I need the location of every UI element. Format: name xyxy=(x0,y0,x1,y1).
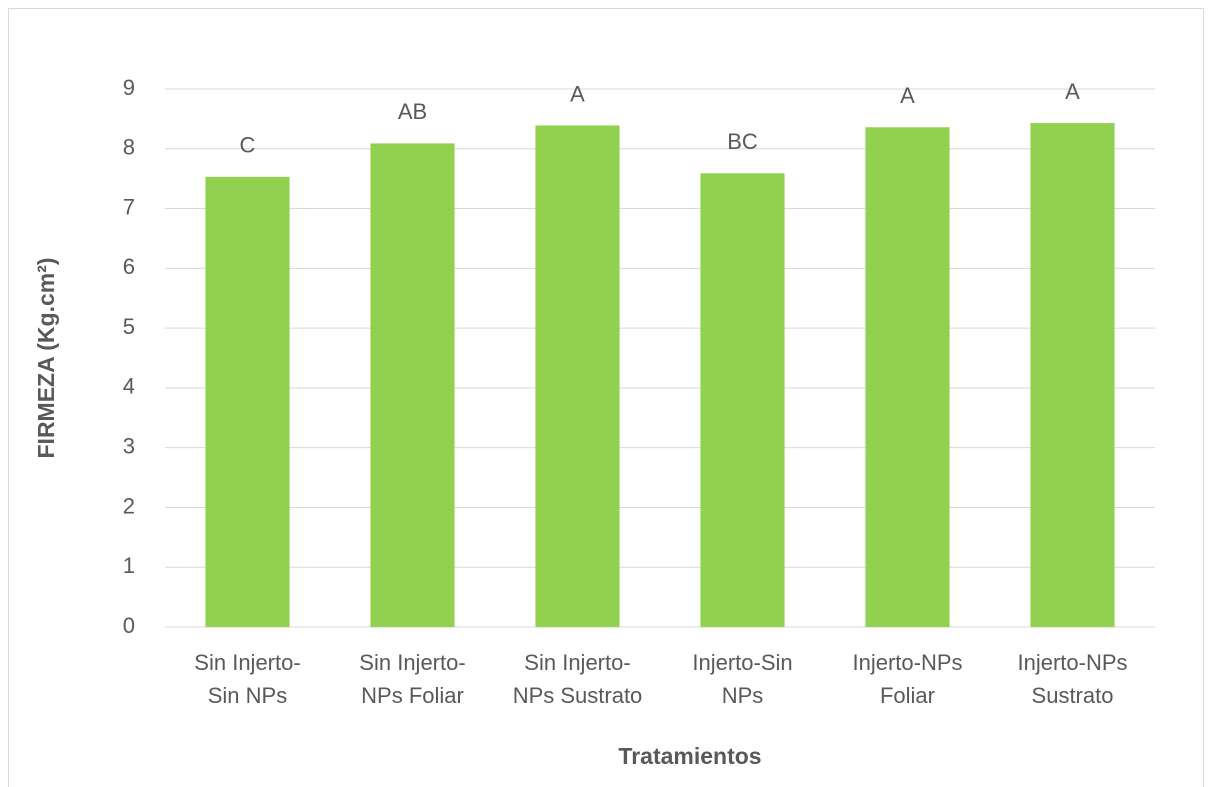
x-tick-label: Injerto-NPs xyxy=(852,650,962,675)
y-tick-label: 1 xyxy=(123,553,135,578)
y-axis-title: FIRMEZA (Kg.cm²) xyxy=(33,257,59,458)
x-tick-label: Injerto-Sin xyxy=(692,650,792,675)
bar xyxy=(1030,123,1115,627)
y-tick-label: 4 xyxy=(123,374,135,399)
bar xyxy=(700,173,785,627)
y-tick-label: 5 xyxy=(123,314,135,339)
bar-annotation: AB xyxy=(398,99,427,124)
x-tick-label: Sin Injerto- xyxy=(194,650,300,675)
bar xyxy=(370,143,455,628)
y-tick-label: 8 xyxy=(123,135,135,160)
x-tick-label: NPs xyxy=(722,683,764,708)
y-tick-label: 6 xyxy=(123,254,135,279)
x-tick-label: Injerto-NPs xyxy=(1017,650,1127,675)
bar xyxy=(205,176,290,627)
x-tick-label: Sin Injerto- xyxy=(359,650,465,675)
bar xyxy=(535,125,620,627)
bar-annotation: C xyxy=(240,133,256,158)
bar-annotation: BC xyxy=(727,129,758,154)
bar xyxy=(865,127,950,627)
y-tick-label: 0 xyxy=(123,613,135,638)
y-tick-label: 3 xyxy=(123,433,135,458)
x-tick-label: Sustrato xyxy=(1032,683,1114,708)
x-axis-title: Tratamientos xyxy=(618,743,761,769)
x-tick-label: Sin Injerto- xyxy=(524,650,630,675)
bar-annotation: A xyxy=(570,81,585,106)
x-tick-label: NPs Sustrato xyxy=(513,683,643,708)
y-tick-label: 9 xyxy=(123,75,135,100)
x-tick-label: NPs Foliar xyxy=(361,683,464,708)
y-tick-label: 2 xyxy=(123,493,135,518)
bar-annotation: A xyxy=(900,83,915,108)
x-tick-label: Sin NPs xyxy=(208,683,287,708)
y-tick-label: 7 xyxy=(123,194,135,219)
x-tick-label: Foliar xyxy=(880,683,935,708)
bar-annotation: A xyxy=(1065,79,1080,104)
